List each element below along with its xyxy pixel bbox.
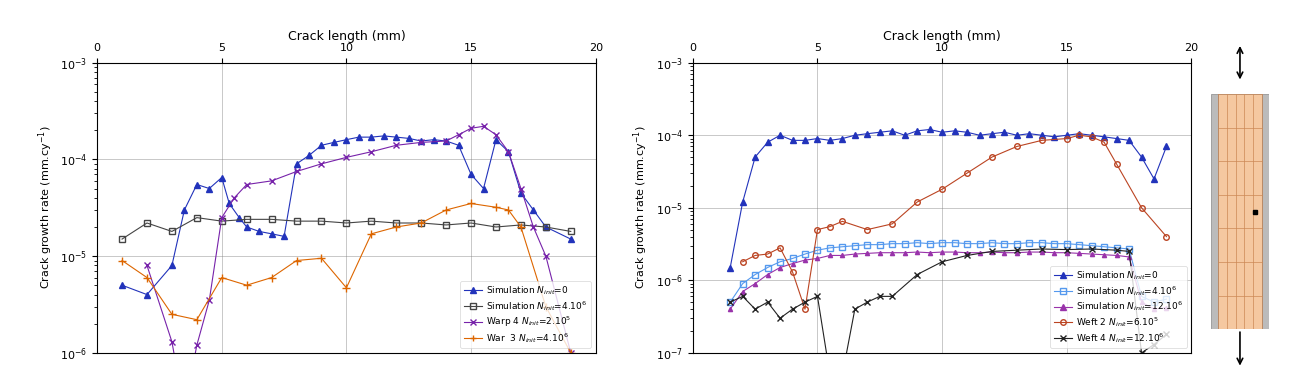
Y-axis label: Crack growth rate (mm.cy$^{-1}$): Crack growth rate (mm.cy$^{-1}$) <box>632 126 650 289</box>
Bar <box>1217 94 1263 329</box>
Bar <box>1211 94 1217 329</box>
X-axis label: Crack length (mm): Crack length (mm) <box>287 30 405 43</box>
Bar <box>1263 94 1269 329</box>
Legend: Simulation $N_{init}$=0, Simulation $N_{init}$=4.10$^6$, Simulation $N_{init}$=1: Simulation $N_{init}$=0, Simulation $N_{… <box>1050 266 1188 348</box>
Legend: Simulation $N_{init}$=0, Simulation $N_{init}$=4.10$^6$, Warp 4 $N_{init}$=2.10$: Simulation $N_{init}$=0, Simulation $N_{… <box>460 281 592 348</box>
Y-axis label: Crack growth rate (mm.cy$^{-1}$): Crack growth rate (mm.cy$^{-1}$) <box>36 126 54 289</box>
X-axis label: Crack length (mm): Crack length (mm) <box>883 30 1001 43</box>
